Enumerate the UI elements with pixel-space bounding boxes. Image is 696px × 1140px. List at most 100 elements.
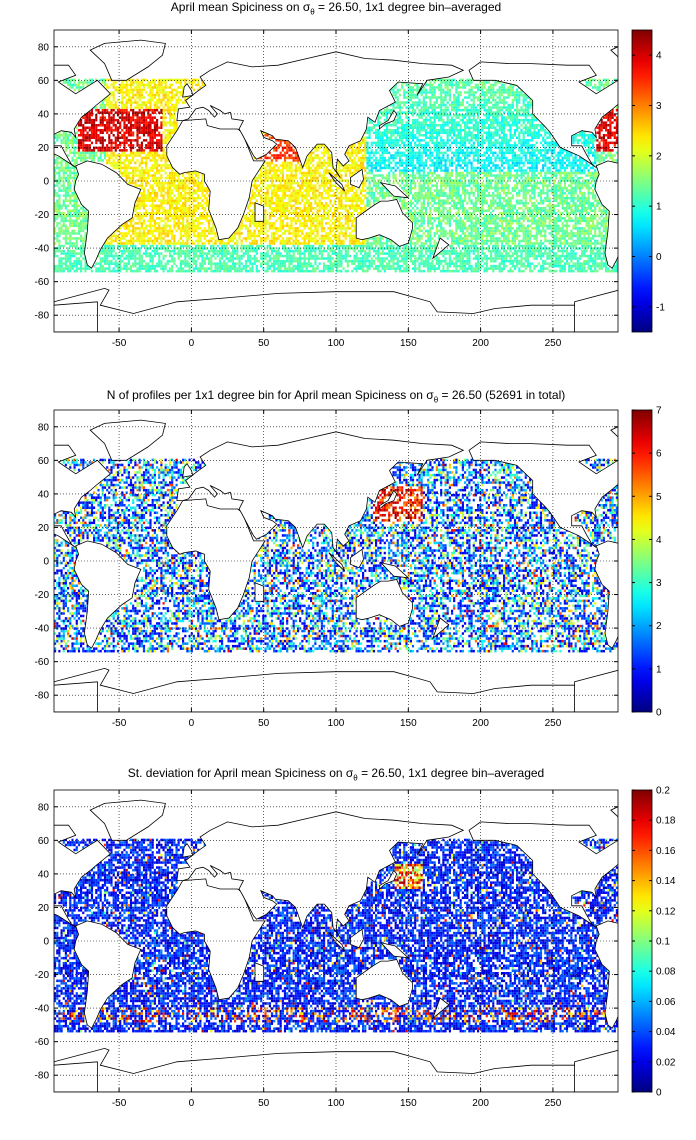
data-cell xyxy=(585,217,588,220)
data-cell xyxy=(472,204,475,208)
data-cell xyxy=(592,242,595,245)
data-cell xyxy=(416,234,419,238)
data-cell xyxy=(251,262,254,265)
data-cell xyxy=(221,242,224,245)
data-cell xyxy=(151,196,154,200)
data-cell xyxy=(251,196,254,200)
data-cell xyxy=(353,224,356,228)
data-cell xyxy=(368,264,371,268)
data-cell xyxy=(286,202,289,205)
data-cell xyxy=(251,202,254,205)
data-cell xyxy=(320,194,323,197)
data-cell xyxy=(409,257,412,260)
data-cell xyxy=(392,244,395,248)
data-cell xyxy=(477,249,480,253)
data-cell xyxy=(453,257,456,260)
data-cell xyxy=(407,269,410,273)
data-cell xyxy=(509,232,512,235)
data-cell xyxy=(539,212,543,215)
data-cell xyxy=(375,196,378,200)
data-cell xyxy=(203,252,206,255)
data-cell xyxy=(266,259,269,263)
data-cell xyxy=(151,212,154,215)
data-cell xyxy=(182,204,185,208)
data-cell xyxy=(158,234,161,238)
data-cell xyxy=(520,264,523,268)
data-cell xyxy=(64,232,67,235)
data-cell xyxy=(474,217,477,220)
data-cell xyxy=(312,196,315,200)
data-cell xyxy=(357,257,360,260)
data-cell xyxy=(349,207,352,210)
data-cell xyxy=(522,269,525,273)
data-cell xyxy=(557,227,560,230)
data-cell xyxy=(140,204,143,208)
data-cell xyxy=(422,254,425,258)
data-cell xyxy=(64,224,67,228)
data-cell xyxy=(496,252,499,255)
data-cell xyxy=(147,212,150,215)
data-cell xyxy=(535,232,538,235)
data-cell xyxy=(149,232,152,235)
data-cell xyxy=(312,217,315,220)
data-cell xyxy=(268,222,271,225)
data-cell xyxy=(516,217,519,220)
data-cell xyxy=(366,204,369,208)
data-cell xyxy=(197,244,200,248)
data-cell xyxy=(121,237,124,240)
data-cell xyxy=(292,239,295,243)
data-cell xyxy=(58,262,61,265)
data-cell xyxy=(162,202,165,205)
data-cell xyxy=(570,244,573,248)
data-cell xyxy=(596,224,599,228)
data-cell xyxy=(240,247,243,250)
data-cell xyxy=(451,217,454,220)
data-cell xyxy=(565,262,569,265)
data-cell xyxy=(405,254,408,258)
data-cell xyxy=(175,224,178,228)
data-cell xyxy=(218,247,222,250)
data-cell xyxy=(470,232,473,235)
data-cell xyxy=(581,237,584,240)
data-cell xyxy=(127,219,130,223)
data-cell xyxy=(299,194,302,197)
data-cell xyxy=(292,219,295,223)
data-cell xyxy=(56,204,59,208)
data-cell xyxy=(479,232,482,235)
data-cell xyxy=(435,254,438,258)
data-cell xyxy=(288,199,291,203)
data-cell xyxy=(383,257,386,260)
data-cell xyxy=(555,262,558,265)
data-cell xyxy=(192,224,195,228)
data-cell xyxy=(457,227,460,230)
data-cell xyxy=(561,217,564,220)
data-cell xyxy=(249,202,252,205)
data-cell xyxy=(166,229,169,233)
data-cell xyxy=(366,254,369,258)
data-cell xyxy=(535,227,538,230)
data-cell xyxy=(182,222,185,225)
data-cell xyxy=(80,262,83,265)
data-cell xyxy=(77,227,81,230)
data-cell xyxy=(539,229,543,233)
data-cell xyxy=(162,224,165,228)
data-cell xyxy=(129,234,133,238)
data-cell xyxy=(435,262,438,265)
data-cell xyxy=(559,257,562,260)
data-cell xyxy=(518,247,521,250)
data-cell xyxy=(342,254,345,258)
data-cell xyxy=(140,244,143,248)
data-cell xyxy=(231,262,235,265)
data-cell xyxy=(305,232,308,235)
data-cell xyxy=(307,232,310,235)
data-cell xyxy=(429,207,432,210)
data-cell xyxy=(444,214,447,218)
data-cell xyxy=(420,202,423,205)
data-cell xyxy=(69,219,72,223)
data-cell xyxy=(190,219,193,223)
data-cell xyxy=(97,262,100,265)
data-cell xyxy=(205,239,208,243)
data-cell xyxy=(197,227,200,230)
data-cell xyxy=(587,229,590,233)
data-cell xyxy=(535,239,538,243)
